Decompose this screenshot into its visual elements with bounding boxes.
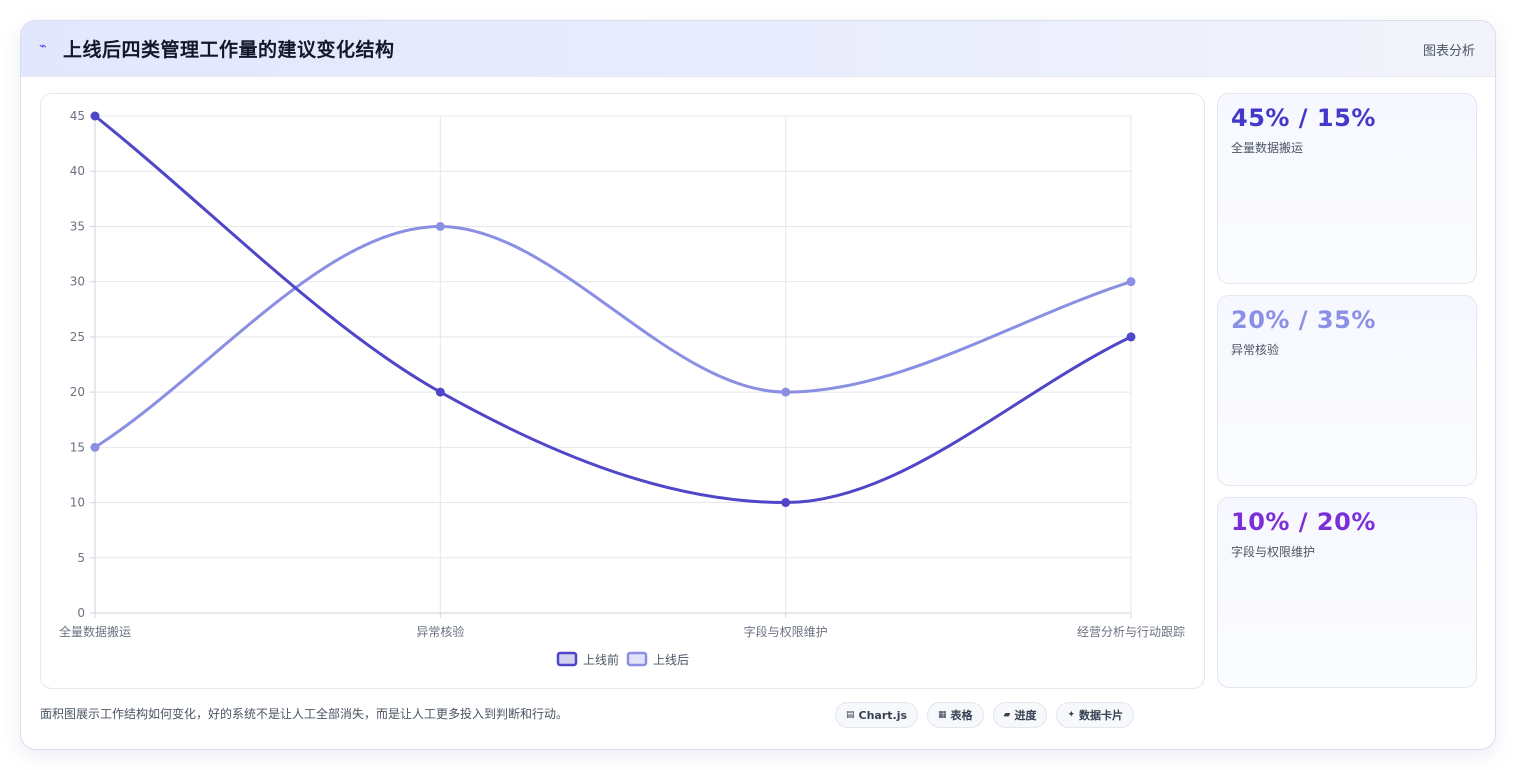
- stat-label: 字段与权限维护: [1231, 545, 1316, 559]
- chip-label: Chart.js: [858, 708, 908, 722]
- chip-label: 进度: [1014, 709, 1037, 722]
- line-chart: 0 5 10 15 20 25 30 35 40 45 全量数据搬运 异常核验 字段与权限维护 经营分析与…: [59, 109, 1185, 667]
- stat-value: 10% / 20%: [1231, 508, 1376, 536]
- x-tick-label: 字段与权限维护: [744, 624, 828, 639]
- chart-panel: 0 5 10 15 20 25 30 35 40 45 全量数据搬运 异常核验 字段与权限维护 经营分析与…: [40, 93, 1205, 689]
- chip-chartjs[interactable]: ▤ Chart.js: [835, 702, 919, 728]
- y-tick-label: 25: [70, 330, 85, 344]
- chip-progress[interactable]: ▰ 进度: [992, 702, 1048, 728]
- y-tick-label: 10: [70, 496, 85, 510]
- y-tick-label: 30: [70, 275, 85, 289]
- legend-swatch: [556, 651, 578, 667]
- data-point: [435, 387, 445, 397]
- y-tick-label: 45: [70, 109, 85, 123]
- stat-card-2: 20% / 35% 异常核验: [1217, 295, 1477, 486]
- chart-icon: ▤: [846, 710, 855, 720]
- progress-icon: ▰: [1003, 710, 1011, 720]
- y-tick-label: 40: [70, 164, 85, 178]
- stat-label: 异常核验: [1231, 343, 1280, 357]
- chip-label: 表格: [950, 709, 973, 722]
- data-point: [435, 221, 445, 231]
- data-point: [781, 387, 791, 397]
- data-point: [90, 442, 100, 452]
- series-line-2: [94, 224, 1132, 449]
- feature-chips: ▤ Chart.js ▦ 表格 ▰ 进度 ✦ 数据卡片: [835, 702, 1135, 728]
- y-tick-label: 35: [70, 219, 85, 233]
- series-line-1: [94, 114, 1132, 505]
- chip-data-card[interactable]: ✦ 数据卡片: [1056, 702, 1135, 728]
- stat-label: 全量数据搬运: [1231, 141, 1304, 155]
- table-icon: ▦: [938, 710, 947, 720]
- stat-value: 20% / 35%: [1231, 306, 1376, 334]
- legend-label: 上线后: [653, 653, 689, 667]
- card-header: ⌁ 上线后四类管理工作量的建议变化结构 图表分析: [21, 21, 1495, 77]
- legend-label: 上线前: [583, 652, 619, 667]
- chart-caption: 面积图展示工作结构如何变化，好的系统不是让人工全部消失，而是让人工更多投入到判断…: [40, 707, 569, 721]
- chart-card: ⌁ 上线后四类管理工作量的建议变化结构 图表分析 0 5 10 15 20 25 30 35 4…: [20, 20, 1496, 750]
- y-tick-label: 20: [70, 385, 85, 399]
- stat-card-1: 45% / 15% 全量数据搬运: [1217, 93, 1477, 284]
- y-tick-label: 5: [77, 551, 85, 565]
- x-tick-label: 经营分析与行动跟踪: [1077, 625, 1185, 639]
- data-point: [1126, 332, 1136, 342]
- data-point: [781, 498, 791, 508]
- chip-table[interactable]: ▦ 表格: [927, 702, 984, 728]
- x-tick-label: 异常核验: [416, 624, 464, 639]
- x-tick-label: 全量数据搬运: [59, 624, 131, 639]
- y-tick-label: 0: [77, 606, 85, 620]
- chart-line-icon: ⌁: [39, 39, 47, 54]
- y-tick-label: 15: [70, 440, 85, 454]
- chart-analysis-link[interactable]: 图表分析: [1422, 44, 1475, 59]
- legend-swatch: [626, 651, 648, 667]
- stat-value: 45% / 15%: [1231, 104, 1376, 132]
- data-point: [90, 111, 100, 121]
- chip-label: 数据卡片: [1079, 709, 1124, 722]
- data-point: [1126, 277, 1136, 287]
- sparkle-icon: ✦: [1067, 710, 1076, 720]
- stat-card-3: 10% / 20% 字段与权限维护: [1217, 497, 1477, 688]
- page-title: 上线后四类管理工作量的建议变化结构: [63, 39, 395, 61]
